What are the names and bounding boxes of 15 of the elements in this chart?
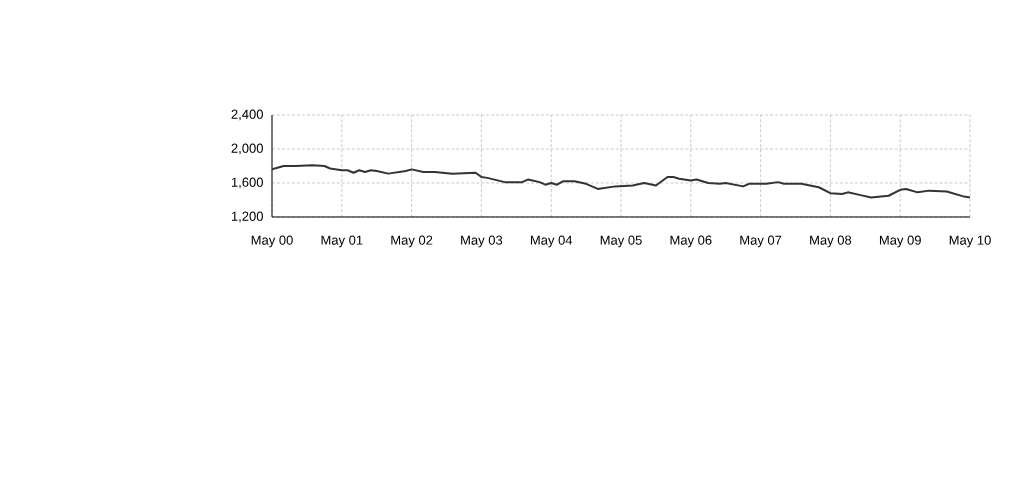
x-tick-label: May 06 bbox=[670, 235, 712, 248]
y-tick-label: 2,000 bbox=[231, 143, 263, 155]
y-tick-label: 1,600 bbox=[231, 177, 263, 189]
x-tick-label: May 00 bbox=[251, 235, 293, 248]
x-tick-label: May 09 bbox=[879, 235, 921, 248]
x-tick-label: May 05 bbox=[600, 235, 642, 248]
x-tick-label: May 02 bbox=[391, 235, 433, 248]
x-tick-label: May 10 bbox=[949, 235, 991, 248]
y-tick-label: 2,400 bbox=[231, 109, 263, 121]
y-tick-label: 1,200 bbox=[231, 211, 263, 223]
x-tick-label: May 04 bbox=[530, 235, 573, 248]
x-tick-label: May 08 bbox=[810, 235, 852, 248]
x-tick-label: May 07 bbox=[740, 235, 782, 248]
x-tick-label: May 03 bbox=[461, 235, 503, 248]
x-tick-label: May 01 bbox=[321, 235, 363, 248]
